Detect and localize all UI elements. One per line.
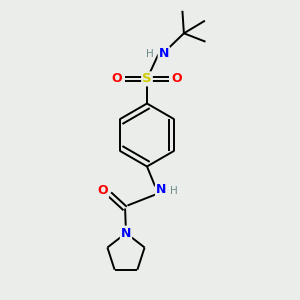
Text: S: S (142, 72, 152, 86)
Text: O: O (112, 72, 122, 86)
Text: O: O (172, 72, 182, 86)
Text: H: H (146, 49, 154, 59)
Text: N: N (156, 183, 166, 196)
Text: N: N (159, 47, 169, 60)
Text: O: O (98, 184, 108, 197)
Text: N: N (121, 226, 131, 240)
Text: H: H (170, 186, 178, 197)
